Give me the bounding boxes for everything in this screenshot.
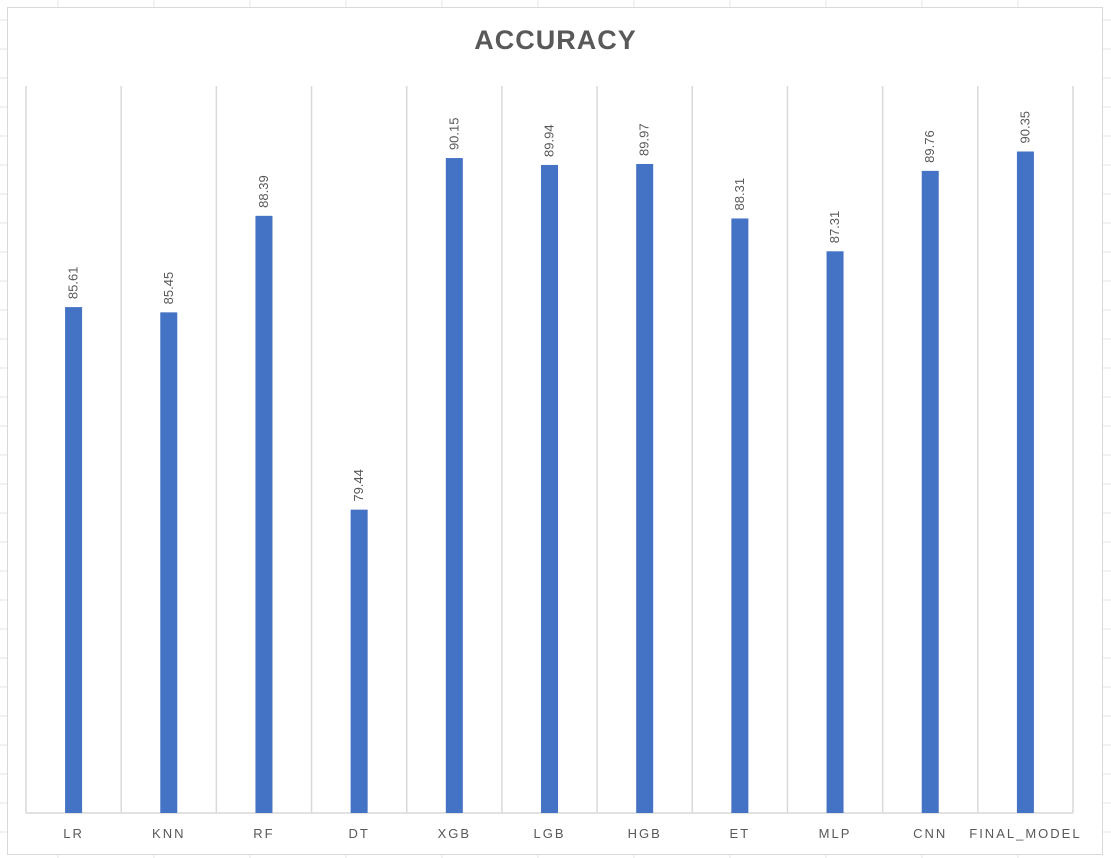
bar-xgb[interactable] <box>445 158 463 813</box>
bar-rf[interactable] <box>255 215 273 813</box>
bar-mlp[interactable] <box>826 251 844 814</box>
data-labels: 85.61 85.45 88.39 79.44 90.15 89.94 89.97 88.31… <box>66 111 1033 502</box>
bar-lgb[interactable] <box>541 164 558 813</box>
category-label: DT <box>348 826 369 841</box>
bar-lr[interactable] <box>65 307 83 813</box>
data-label: 89.94 <box>542 124 557 157</box>
category-label: FINAL_MODEL <box>969 826 1081 841</box>
category-label: ET <box>730 826 751 841</box>
category-label: CNN <box>913 826 947 841</box>
bar-dt[interactable] <box>350 509 368 813</box>
bar-knn[interactable] <box>160 312 178 813</box>
category-axis-labels: LR KNN RF DT XGB LGB HGB ET MLP CNN FINAL_MODEL <box>63 826 1081 841</box>
data-label: 85.45 <box>161 272 176 305</box>
category-label: XGB <box>438 826 471 841</box>
bar-et[interactable] <box>731 218 749 814</box>
data-label: 89.97 <box>637 123 652 156</box>
data-label: 85.61 <box>66 267 81 300</box>
data-label: 88.39 <box>256 175 271 208</box>
category-label: MLP <box>819 826 852 841</box>
bar-final-model[interactable] <box>1016 151 1034 814</box>
category-label: RF <box>253 826 274 841</box>
data-label: 90.15 <box>446 118 461 151</box>
data-label: 79.44 <box>351 469 366 502</box>
category-label: KNN <box>152 826 185 841</box>
chart-title: ACCURACY <box>474 25 637 55</box>
category-dividers <box>25 86 1074 813</box>
data-label: 90.35 <box>1017 111 1032 144</box>
data-label: 87.31 <box>827 211 842 244</box>
bar-cnn[interactable] <box>921 170 939 814</box>
bar-series <box>65 151 1034 814</box>
bar-hgb[interactable] <box>636 163 654 814</box>
data-label: 89.76 <box>922 130 937 163</box>
category-label: LGB <box>533 826 565 841</box>
category-label: LR <box>63 826 84 841</box>
category-label: HGB <box>628 826 662 841</box>
data-label: 88.31 <box>732 178 747 211</box>
